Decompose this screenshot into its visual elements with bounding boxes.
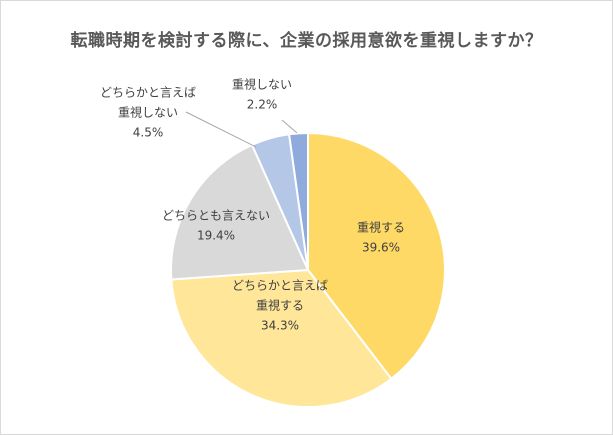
leader-line [281, 119, 298, 134]
slice-category-label: 重視しない [118, 105, 178, 120]
pie-slice [307, 131, 447, 381]
slice-value-label: 2.2% [247, 98, 278, 112]
slice-category-label: どちらかと言えば [100, 86, 196, 100]
chart-title: 転職時期を検討する際に、企業の採用意欲を重視しますか？ [70, 31, 543, 51]
pie-slice [170, 268, 393, 408]
slice-value-label: 19.4% [197, 229, 235, 243]
slice-category-label: 重視しない [232, 77, 292, 92]
slice-category-label: 重視する [357, 220, 405, 235]
slice-category-label: どちらとも言えない [162, 209, 270, 223]
slice-value-label: 4.5% [133, 126, 164, 140]
slice-value-label: 34.3% [261, 319, 299, 333]
slice-category-label: どちらかと言えば [232, 279, 328, 293]
pie-slice [287, 131, 309, 271]
slice-category-label: 重視する [256, 298, 304, 313]
slice-value-label: 39.6% [362, 241, 400, 255]
pie-slice [170, 143, 310, 281]
leader-line [185, 111, 257, 148]
